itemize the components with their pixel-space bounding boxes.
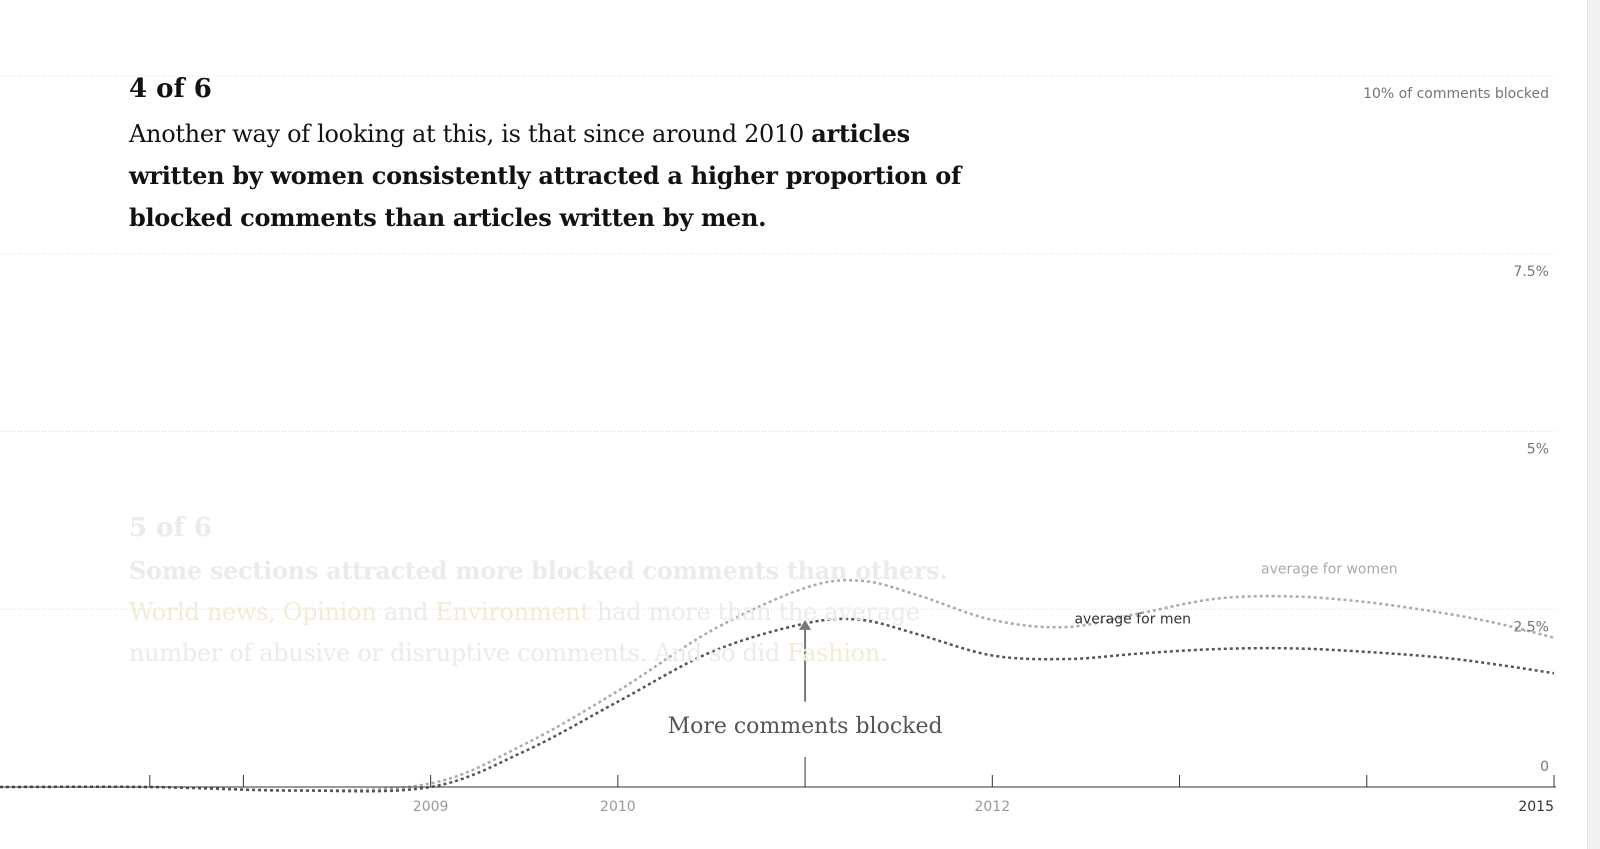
section-world: World news	[129, 598, 269, 626]
scrollbar[interactable]	[1587, 0, 1600, 849]
y-tick-label: 0	[1540, 759, 1549, 775]
next-step-rest: had more than the average number of abus…	[129, 598, 920, 667]
next-step-text: Some sections attracted more blocked com…	[129, 550, 1009, 674]
x-tick-label: 2012	[974, 799, 1010, 815]
x-tick-label: 2015	[1518, 799, 1554, 815]
x-tick-label: 2009	[413, 799, 449, 815]
section-fashion: Fashion	[787, 639, 880, 667]
next-step-end: .	[879, 639, 888, 667]
annotation-arrowhead	[799, 619, 812, 630]
section-environment: Environment	[435, 598, 590, 626]
x-tick-label: 2010	[600, 799, 636, 815]
step-counter: 4 of 6	[129, 74, 212, 104]
gridlines	[0, 75, 1556, 610]
step-text-bold: articles written by women consistently a…	[129, 119, 962, 232]
series-label: average for men	[1074, 611, 1191, 627]
next-step: 5 of 6 Some sections attracted more bloc…	[129, 510, 1009, 674]
step-text-plain: Another way of looking at this, is that …	[129, 120, 812, 148]
chart-series	[0, 579, 1555, 793]
y-tick-label: 2.5%	[1513, 619, 1549, 635]
series-label: average for women	[1261, 562, 1398, 578]
chart-labels: 10% of comments blocked 7.5% 5% 2.5% 0 averag…	[668, 86, 1549, 775]
series-line-men	[0, 617, 1555, 793]
step-text: Another way of looking at this, is that …	[129, 113, 1009, 239]
separator-2: and	[376, 598, 436, 626]
y-tick-label: 5%	[1527, 442, 1549, 458]
next-step-heading: Some sections attracted more blocked com…	[129, 556, 948, 585]
x-axis: 2009 2010 2012 2015	[0, 757, 1556, 815]
annotation-text: More comments blocked	[668, 714, 943, 739]
series-line-women	[0, 579, 1555, 792]
section-opinion: Opinion	[282, 598, 377, 626]
line-chart: 2009 2010 2012 2015 10% of comments blocked…	[0, 75, 1556, 815]
next-step-counter: 5 of 6	[129, 513, 212, 543]
separator-1: ,	[268, 598, 283, 626]
y-tick-label: 10% of comments blocked	[1363, 86, 1549, 102]
y-tick-label: 7.5%	[1513, 264, 1549, 280]
